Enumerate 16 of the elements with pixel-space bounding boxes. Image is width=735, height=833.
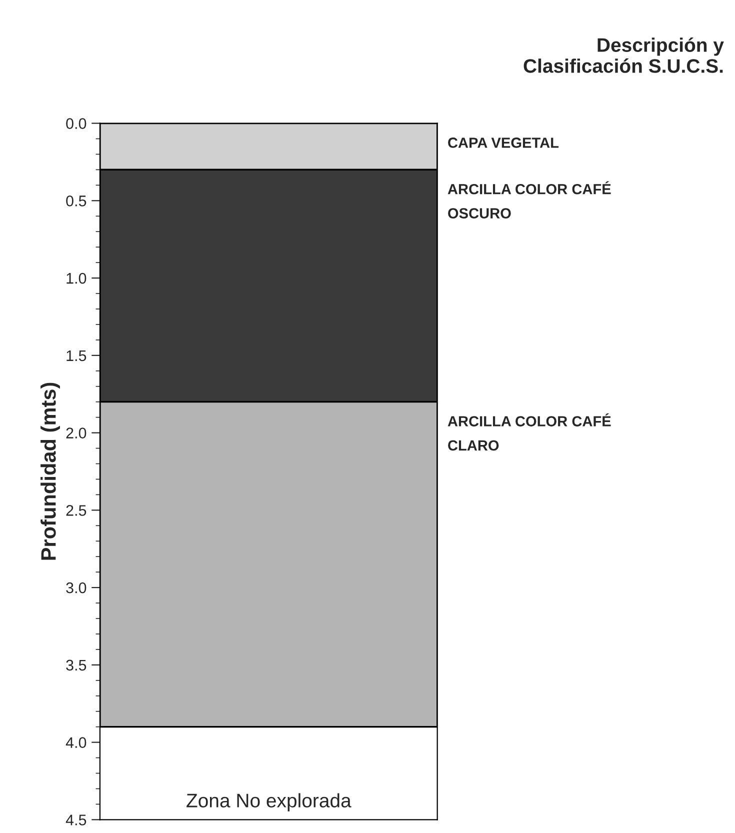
text: Descripción y Clasificación S.U.C.S. bbox=[524, 37, 724, 73]
y-axis-title: Profundidad (mts) bbox=[40, 382, 60, 560]
text: CAPA VEGETAL bbox=[448, 138, 559, 148]
y-tick-label: 3.0 bbox=[66, 582, 86, 594]
y-tick-label: 2.0 bbox=[66, 428, 86, 438]
y-tick-label: 0.0 bbox=[66, 118, 86, 129]
y-tick-label: 3.5 bbox=[66, 660, 86, 671]
y-tick-label: 1.0 bbox=[66, 272, 86, 284]
y-tick-label: 4.5 bbox=[66, 814, 86, 826]
y-tick-label: 1.5 bbox=[66, 350, 86, 362]
text: ARCILLA COLOR CAFÉ CLARO bbox=[448, 413, 611, 451]
y-tick-label: 2.5 bbox=[66, 505, 86, 516]
y-tick-label: 0.5 bbox=[66, 196, 86, 206]
y-tick-label: 4.0 bbox=[66, 737, 86, 748]
text: ARCILLA COLOR CAFÉ OSCURO bbox=[448, 181, 611, 218]
annotation: Zona No explorada bbox=[186, 793, 352, 812]
